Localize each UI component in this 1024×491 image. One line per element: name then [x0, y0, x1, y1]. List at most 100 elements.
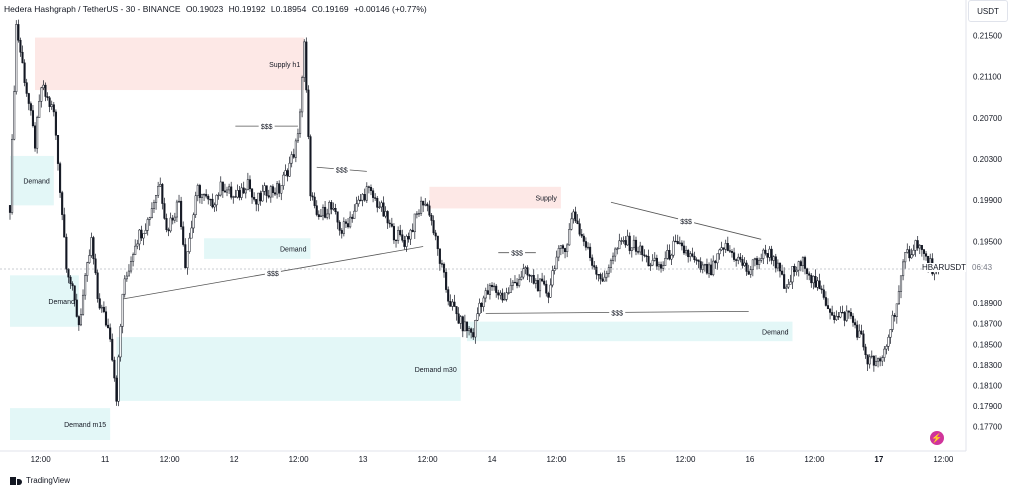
candle-body — [230, 186, 233, 198]
candle-body — [856, 324, 859, 338]
candle-body — [234, 196, 237, 198]
candle-body — [223, 190, 226, 193]
candle-body — [321, 206, 325, 217]
demand-zone — [10, 408, 111, 440]
candle-body — [626, 235, 629, 246]
bar-countdown: 06:43 — [972, 263, 993, 272]
candle-body — [186, 251, 189, 269]
price-axis[interactable]: 0.21500 0.21100 0.20700 0.20300 0.19900 0.195… — [973, 32, 1002, 432]
candle-body — [111, 338, 114, 361]
candle-body — [789, 281, 792, 285]
candle-body — [551, 270, 554, 286]
candle-body — [330, 202, 333, 210]
candle-body — [96, 272, 99, 299]
candle-body — [77, 316, 80, 326]
symbol-title[interactable]: Hedera Hashgraph / TetherUS - 30 - BINAN… — [4, 4, 181, 14]
candle-body — [837, 316, 840, 318]
candle-body — [317, 214, 320, 218]
candle-body — [501, 292, 504, 301]
candle-body — [73, 285, 76, 301]
candle-body — [367, 186, 370, 188]
candle-body — [851, 315, 855, 323]
candle-body — [607, 267, 610, 274]
price-tick-label: 0.20700 — [973, 114, 1002, 123]
candle-body — [17, 24, 20, 41]
candle-body — [445, 272, 448, 290]
candle-body — [296, 133, 300, 142]
time-axis[interactable]: 12:00 11 12:00 12 12:00 13 12:00 14 12:00 15 12:00… — [31, 455, 954, 464]
candle-body — [263, 185, 266, 192]
candle-body — [678, 242, 681, 245]
candle-body — [768, 248, 771, 258]
candle-body — [209, 198, 212, 201]
candle-body — [86, 262, 89, 276]
candle-body — [25, 82, 28, 94]
candle-body — [372, 190, 375, 198]
candle-body — [136, 243, 139, 247]
candle-body — [200, 194, 204, 198]
candle-body — [94, 258, 97, 274]
candle-body — [288, 162, 291, 177]
candle-body — [566, 244, 569, 252]
candle-body — [697, 259, 700, 262]
candle-body — [476, 313, 479, 321]
candle-body — [714, 260, 717, 264]
candle-body — [305, 41, 308, 91]
candle-body — [730, 251, 734, 253]
candle-body — [177, 200, 181, 203]
candle-body — [361, 194, 364, 201]
candle-body — [307, 89, 310, 137]
candle-body — [810, 275, 813, 284]
candle-body — [399, 230, 402, 235]
time-tick-label: 16 — [745, 455, 754, 464]
candle-body — [480, 302, 483, 307]
currency-button[interactable]: USDT — [968, 0, 1008, 22]
candle-body — [770, 248, 773, 261]
candle-body — [294, 140, 297, 158]
candle-body — [839, 312, 842, 318]
candle-body — [833, 315, 836, 320]
candle-body — [816, 280, 819, 288]
candle-body — [741, 259, 744, 266]
candle-body — [436, 235, 439, 250]
price-tick-label: 0.18900 — [973, 299, 1002, 308]
price-tick-label: 0.21500 — [973, 32, 1002, 41]
zones-layer — [10, 37, 793, 440]
time-tick-label: 13 — [359, 455, 368, 464]
candle-body — [98, 298, 101, 309]
liquidity-label: $$$ — [261, 124, 273, 131]
candle-body — [920, 245, 923, 250]
candle-body — [518, 279, 521, 286]
candle-body — [718, 249, 721, 255]
candle-body — [23, 62, 26, 83]
candle-body — [589, 246, 592, 259]
lightning-icon[interactable]: ⚡ — [930, 431, 944, 445]
liquidity-label: $$$ — [611, 310, 623, 317]
zone-label: Demand — [762, 329, 789, 336]
candle-body — [616, 248, 619, 250]
zone-label: Supply h1 — [269, 62, 300, 69]
candle-body — [8, 205, 12, 213]
candle-body — [787, 284, 790, 288]
candle-body — [586, 246, 590, 249]
candle-body — [205, 193, 208, 197]
candle-body — [121, 293, 124, 327]
candle-body — [265, 185, 268, 196]
candle-body — [774, 256, 777, 269]
candle-body — [541, 278, 544, 282]
price-tick-label: 0.18100 — [973, 381, 1002, 390]
candle-body — [824, 297, 827, 306]
candle-body — [584, 241, 587, 248]
time-tick-label: 12:00 — [546, 455, 567, 464]
candle-body — [801, 257, 804, 267]
candle-body — [184, 244, 187, 269]
candle-body — [478, 302, 481, 314]
candle-body — [628, 235, 631, 251]
ohlc-close: C0.19169 — [311, 4, 349, 14]
candle-body — [547, 292, 550, 298]
candle-body — [42, 84, 45, 89]
candle-body — [349, 216, 352, 228]
candle-body — [244, 189, 247, 194]
candle-body — [778, 262, 782, 272]
